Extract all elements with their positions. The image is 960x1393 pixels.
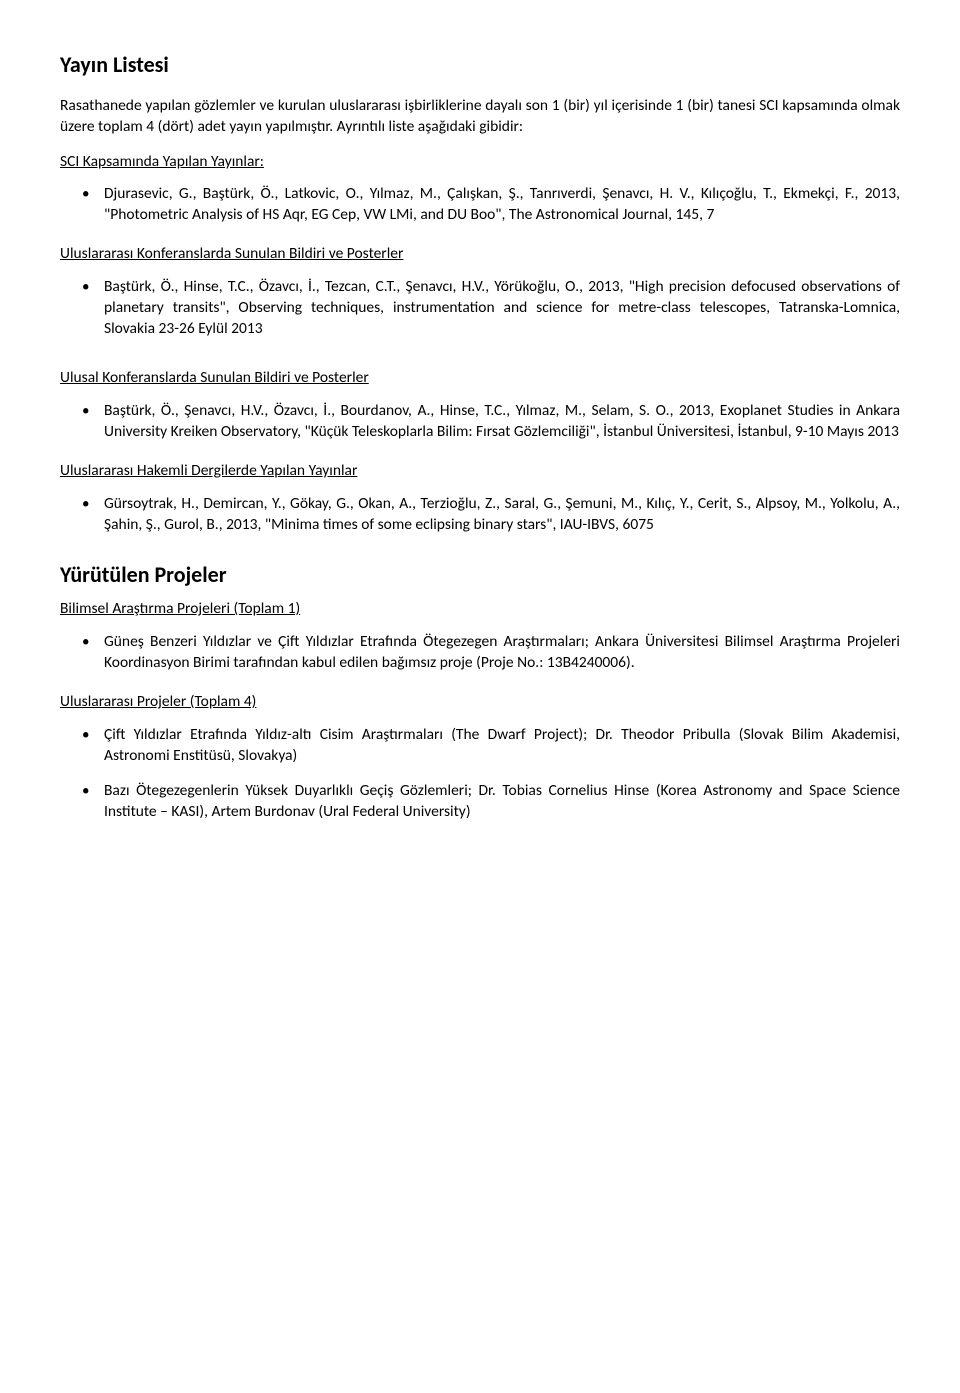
list-bap: Güneş Benzeri Yıldızlar ve Çift Yıldızla… [60,632,900,674]
heading-yurutulen-projeler: Yürütülen Projeler [60,560,900,590]
list-item: Çift Yıldızlar Etrafında Yıldız-altı Cis… [60,725,900,767]
list-intl-conf: Baştürk, Ö., Hinse, T.C., Özavcı, İ., Te… [60,277,900,340]
list-item: Güneş Benzeri Yıldızlar ve Çift Yıldızla… [60,632,900,674]
list-item: Baştürk, Ö., Hinse, T.C., Özavcı, İ., Te… [60,277,900,340]
list-item: Bazı Ötegezegenlerin Yüksek Duyarlıklı G… [60,781,900,823]
intro-paragraph: Rasathanede yapılan gözlemler ve kurulan… [60,96,900,138]
subhead-intl-proj: Uluslararası Projeler (Toplam 4) [60,692,900,713]
list-item: Djurasevic, G., Baştürk, Ö., Latkovic, O… [60,184,900,226]
subhead-nat-conf: Ulusal Konferanslarda Sunulan Bildiri ve… [60,368,900,389]
list-intl-journal: Gürsoytrak, H., Demircan, Y., Gökay, G.,… [60,494,900,536]
heading-yayin-listesi: Yayın Listesi [60,50,900,80]
list-sci: Djurasevic, G., Baştürk, Ö., Latkovic, O… [60,184,900,226]
list-intl-proj: Çift Yıldızlar Etrafında Yıldız-altı Cis… [60,725,900,823]
list-nat-conf: Baştürk, Ö., Şenavcı, H.V., Özavcı, İ., … [60,401,900,443]
list-item: Baştürk, Ö., Şenavcı, H.V., Özavcı, İ., … [60,401,900,443]
subhead-sci: SCI Kapsamında Yapılan Yayınlar: [60,152,900,173]
list-item: Gürsoytrak, H., Demircan, Y., Gökay, G.,… [60,494,900,536]
subhead-intl-journal: Uluslararası Hakemli Dergilerde Yapılan … [60,461,900,482]
subhead-intl-conf: Uluslararası Konferanslarda Sunulan Bild… [60,244,900,265]
subhead-bap: Bilimsel Araştırma Projeleri (Toplam 1) [60,599,900,620]
